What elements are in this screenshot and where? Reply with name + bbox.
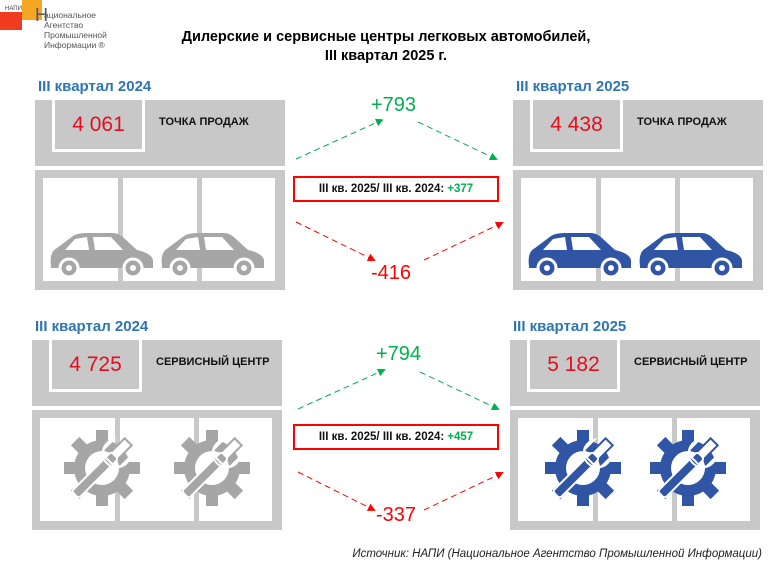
service-decrease: -337 [376,504,417,526]
service-arrows [297,368,504,511]
car-icon [639,233,742,278]
sales-2024-value: 4 061 [52,100,145,152]
sales-2025-panel: 4 438 ТОЧКА ПРОДАЖ [513,100,763,290]
service-2025-heading: III квартал 2025 [513,318,627,335]
sales-arrows [295,118,504,261]
logo-text: ациональное Агентство Промышленной Инфор… [44,10,107,50]
source-note: Источник: НАПИ (Национальное Агентство П… [352,548,762,560]
logo-letter: Н [35,5,48,25]
sales-comparison-box: III кв. 2025/ III кв. 2024: +377 [293,176,499,202]
service-2025-panel: 5 182 СЕРВИСНЫЙ ЦЕНТР [510,340,760,530]
service-2024-panel: 4 725 СЕРВИСНЫЙ ЦЕНТР [32,340,282,530]
arrow-down-left [297,471,376,511]
sales-2025-value: 4 438 [530,100,623,152]
service-2024-heading: III квартал 2024 [35,318,149,335]
service-2025-label: СЕРВИСНЫЙ ЦЕНТР [634,356,748,368]
logo-line: Агентство [44,20,84,30]
logo-line: ациональное [44,10,97,20]
sales-2024-panel: 4 061 ТОЧКА ПРОДАЖ [35,100,285,290]
sales-2024-label: ТОЧКА ПРОДАЖ [159,116,249,128]
arrow-up-right [423,471,504,511]
title-line-1: Дилерские и сервисные центры легковых ав… [181,29,591,45]
comparison-label: III кв. 2025/ III кв. 2024: [318,183,445,195]
comparison-label: III кв. 2025/ III кв. 2024: [318,431,445,443]
arrow-down-right [417,121,498,161]
arrow-up-left [295,118,384,160]
sales-net-change: +377 [447,183,474,195]
service-net-change: +457 [447,431,474,443]
sales-2024-heading: III квартал 2024 [38,78,152,95]
logo-line: Информации ® [44,40,105,50]
arrow-down-right [419,371,500,411]
sales-decrease: -416 [371,262,412,284]
service-2024-value: 4 725 [49,340,142,392]
car-icon [50,233,153,278]
sales-2025-label: ТОЧКА ПРОДАЖ [637,116,727,128]
sales-2025-heading: III квартал 2025 [516,78,630,95]
gear-wrench-icon [174,430,250,506]
car-icon [161,233,264,278]
gear-wrench-icon [64,430,140,506]
logo-red-square [0,12,22,30]
arrow-up-left [297,368,386,410]
logo-orange-square [22,0,42,20]
arrow-down-left [295,221,376,261]
gear-wrench-icon [545,430,621,506]
service-2024-label: СЕРВИСНЫЙ ЦЕНТР [156,356,270,368]
title-line-2: III квартал 2025 г. [324,48,448,64]
car-icon [528,233,631,278]
service-comparison-box: III кв. 2025/ III кв. 2024: +457 [293,424,499,450]
gear-wrench-icon [650,430,726,506]
logo-abbr: НАПИ [5,6,22,12]
service-increase: +794 [376,343,422,365]
sales-increase: +793 [371,94,417,116]
arrow-up-right [423,221,504,261]
service-2025-value: 5 182 [527,340,620,392]
page-title: Дилерские и сервисные центры легковых ав… [0,28,772,66]
logo-line: Промышленной [44,30,107,40]
